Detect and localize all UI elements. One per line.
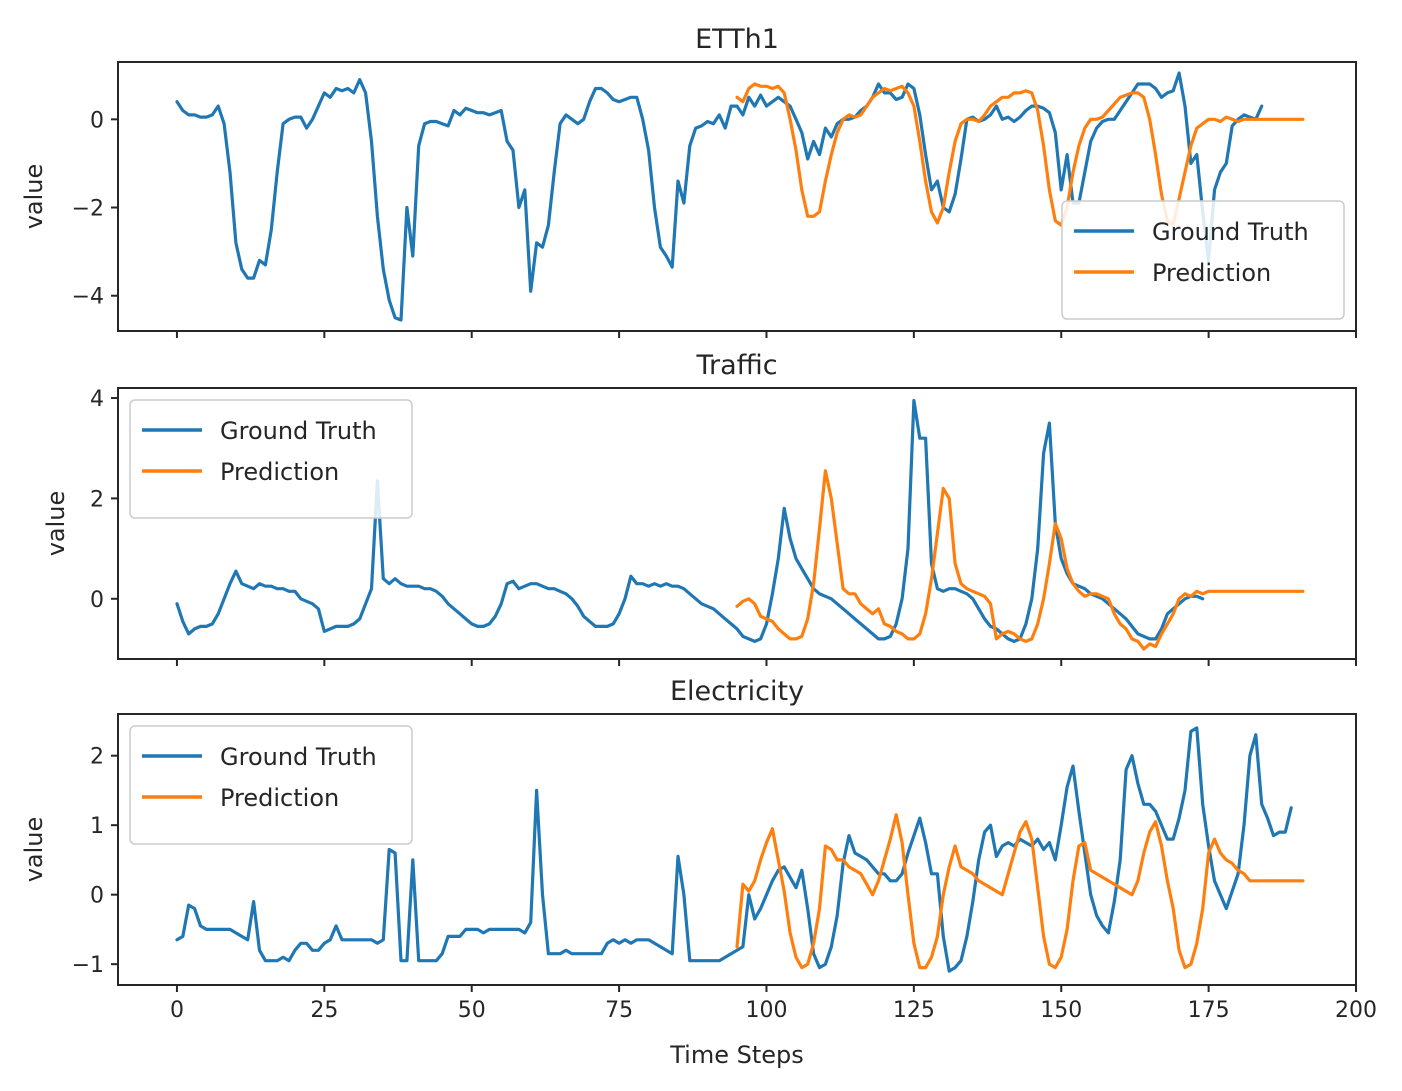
chart-etth1: ETTh1 0 −2 −4 value Ground Truth Prediction	[20, 24, 1357, 338]
chart-etth1-series-ground-truth	[175, 71, 1264, 322]
chart-etth1-ytick-label-1: −2	[72, 197, 104, 222]
chart-etth1-ytick-label-0: 0	[90, 108, 104, 133]
chart-electricity-xtick-label-200: 200	[1335, 998, 1377, 1023]
chart-traffic-frame	[117, 387, 1357, 660]
chart-etth1-ytick-label-2: −4	[72, 285, 104, 310]
chart-traffic: Traffic 4 2 0 value Ground Truth Prediction	[42, 350, 1357, 666]
chart-electricity-xtick-label-25: 25	[310, 998, 338, 1023]
chart-etth1-frame	[117, 61, 1357, 332]
chart-electricity-xtick-label-100: 100	[745, 998, 787, 1023]
chart-traffic-ytick-label-2: 0	[90, 588, 104, 613]
chart-etth1-legend: Ground Truth Prediction	[1061, 200, 1345, 320]
chart-etth1-title: ETTh1	[695, 24, 779, 55]
chart-etth1-ylabel: value	[20, 164, 48, 230]
chart-electricity-frame	[117, 713, 1357, 986]
chart-traffic-legend-label-ground-truth: Ground Truth	[220, 417, 377, 445]
chart-electricity-xlabel: Time Steps	[669, 1041, 804, 1069]
chart-traffic-title: Traffic	[695, 350, 777, 381]
chart-electricity-xtick-label-75: 75	[605, 998, 633, 1023]
chart-electricity-xtick-label-125: 125	[893, 998, 935, 1023]
chart-electricity-legend: Ground Truth Prediction	[129, 725, 413, 845]
chart-etth1-series-prediction	[735, 82, 1305, 227]
chart-electricity-ytick-label-2: 0	[90, 884, 104, 909]
chart-electricity-legend-label-prediction: Prediction	[220, 784, 339, 812]
chart-traffic-series-ground-truth	[175, 398, 1205, 644]
chart-electricity-xtick-label-175: 175	[1188, 998, 1230, 1023]
chart-electricity-legend-label-ground-truth: Ground Truth	[220, 743, 377, 771]
chart-traffic-ylabel: value	[42, 491, 70, 557]
chart-electricity-series-ground-truth	[175, 726, 1293, 973]
chart-etth1-legend-label-prediction: Prediction	[1152, 259, 1271, 287]
chart-traffic-legend: Ground Truth Prediction	[129, 399, 413, 519]
chart-electricity-xtick-label-0: 0	[170, 998, 184, 1023]
chart-traffic-series-prediction	[735, 469, 1305, 651]
chart-traffic-ytick-label-1: 2	[90, 487, 104, 512]
chart-traffic-ytick-label-0: 4	[90, 387, 104, 412]
chart-electricity-title: Electricity	[670, 676, 804, 707]
chart-traffic-legend-label-prediction: Prediction	[220, 458, 339, 486]
chart-electricity-ytick-label-0: 2	[90, 745, 104, 770]
chart-etth1-legend-label-ground-truth: Ground Truth	[1152, 218, 1309, 246]
chart-electricity: Electricity 0 25 50 75 100 125 150 175 200 2 1 0 −1 va…	[20, 676, 1377, 1069]
chart-electricity-ylabel: value	[20, 817, 48, 883]
chart-electricity-series-prediction	[735, 813, 1305, 970]
chart-electricity-ytick-label-3: −1	[72, 953, 104, 978]
chart-electricity-xtick-label-150: 150	[1040, 998, 1082, 1023]
chart-electricity-xtick-label-50: 50	[458, 998, 486, 1023]
chart-electricity-ytick-label-1: 1	[90, 814, 104, 839]
